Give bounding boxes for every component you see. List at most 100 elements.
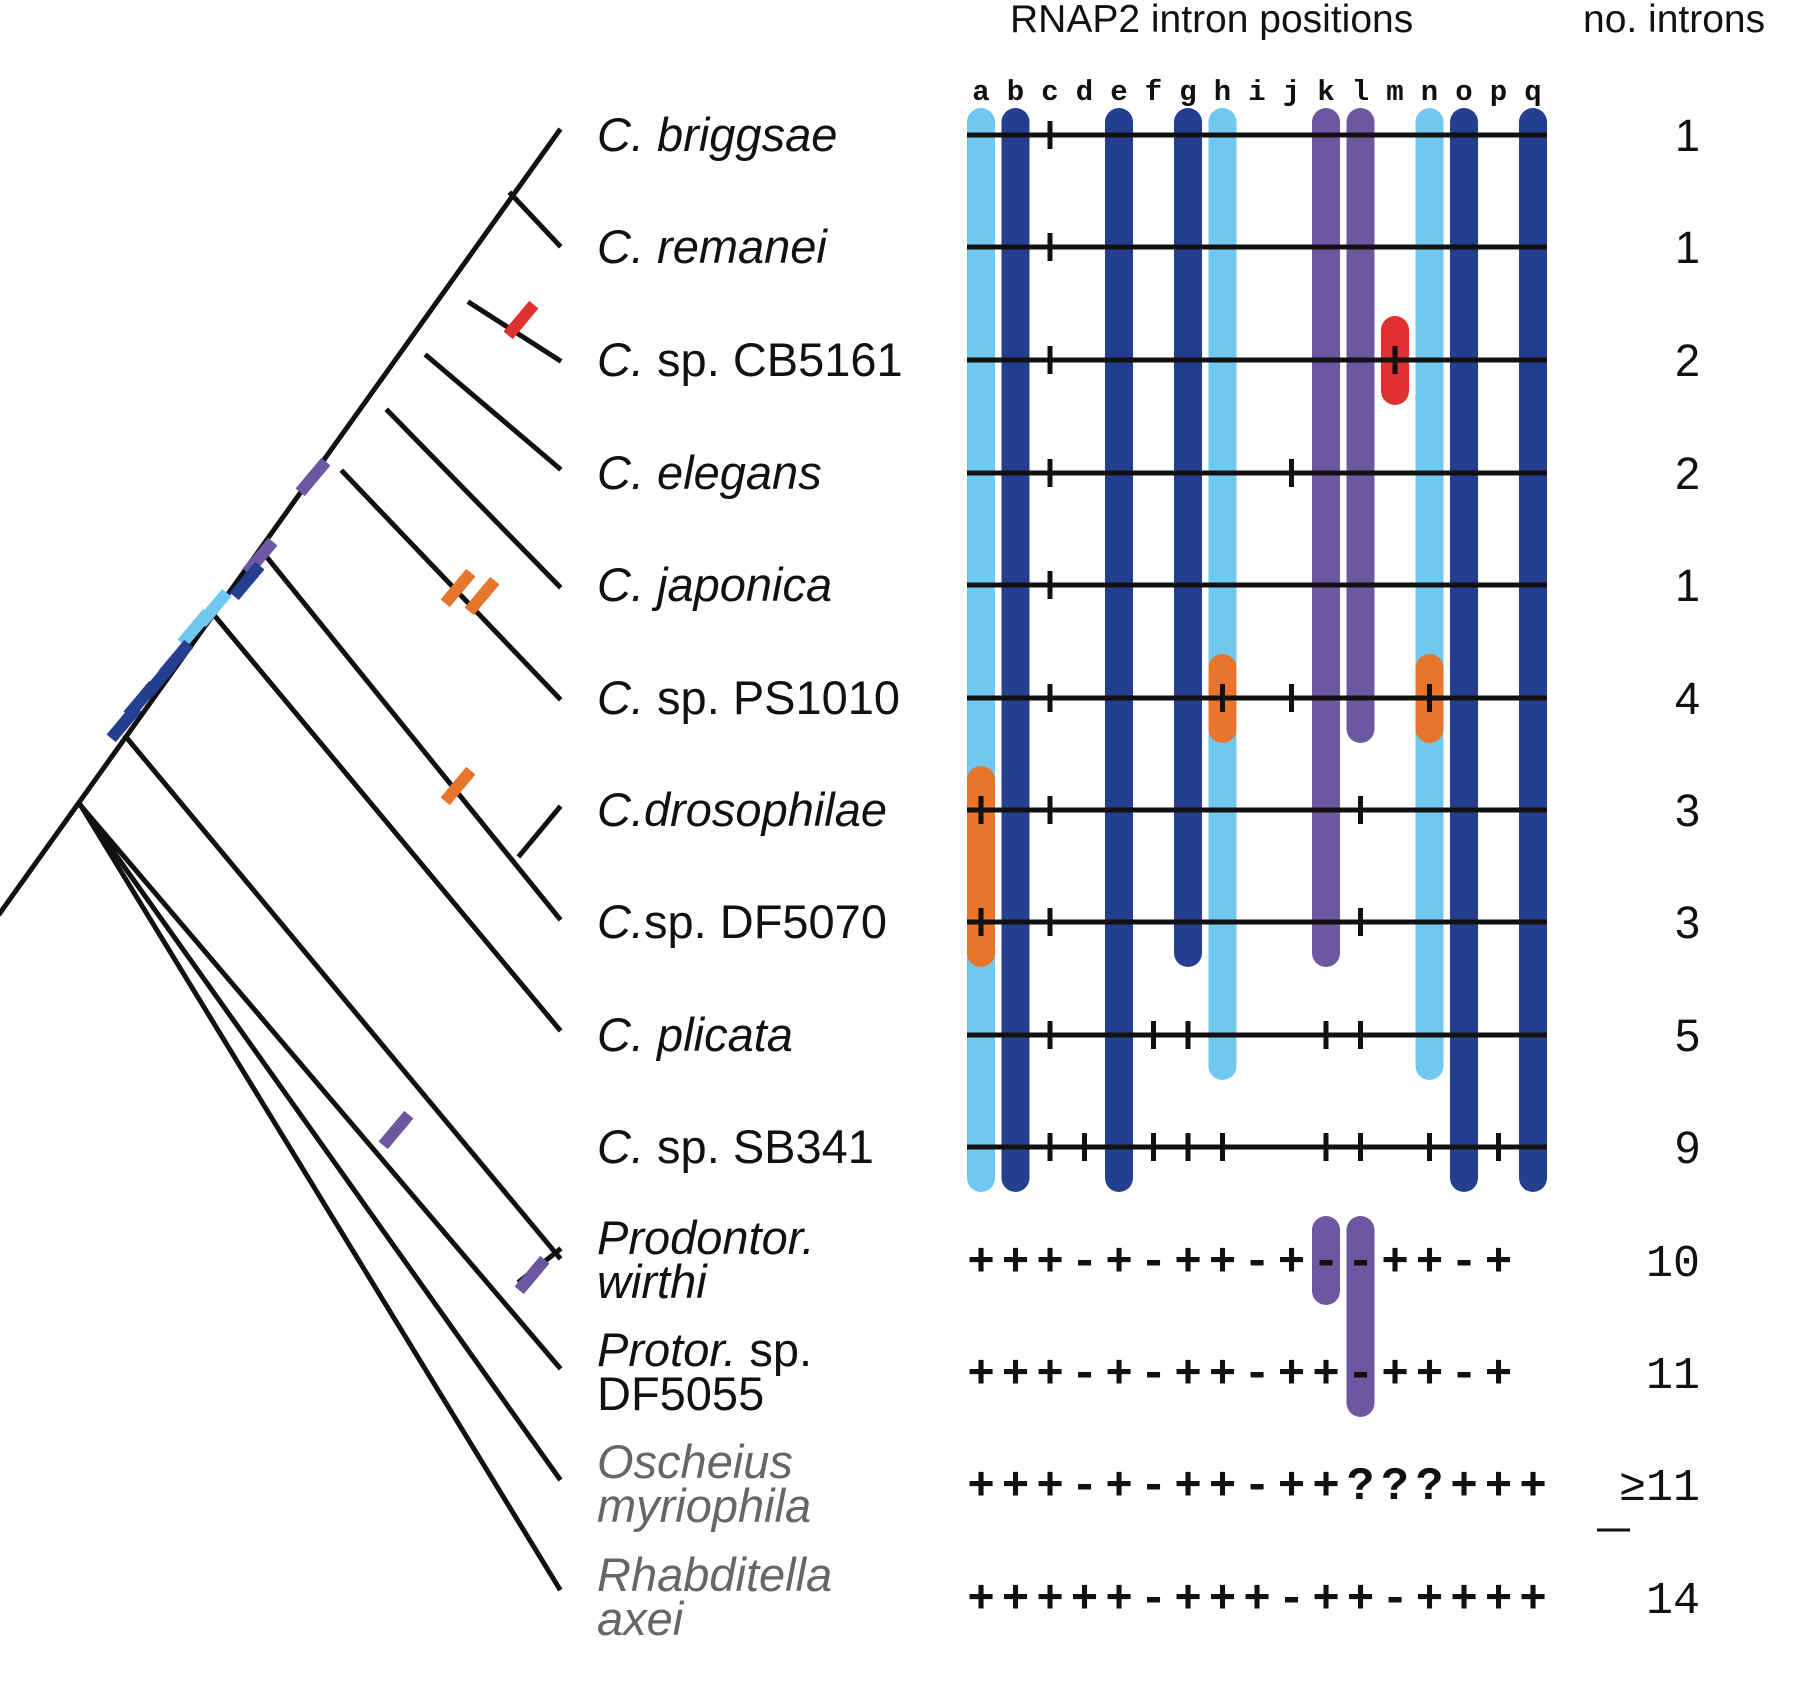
column-header-c: c bbox=[1041, 76, 1058, 109]
intron-present-mark: + bbox=[1416, 1237, 1444, 1289]
intron-row: + + + - + - + + - + + - + + - + bbox=[967, 1349, 1512, 1401]
intron-count: 5 bbox=[1675, 1010, 1700, 1061]
intron-present-mark: + bbox=[1278, 1237, 1306, 1289]
intron-present-mark: + bbox=[1347, 1574, 1375, 1626]
column-header-j: j bbox=[1283, 76, 1300, 109]
branch-event-mark bbox=[440, 766, 476, 806]
intron-absent-mark: - bbox=[1071, 1349, 1099, 1401]
intron-present-mark: + bbox=[1209, 1237, 1237, 1289]
intron-count: 9 bbox=[1675, 1122, 1700, 1173]
tree-branch bbox=[507, 190, 563, 249]
species-label: C. remanei bbox=[597, 220, 828, 273]
intron-row bbox=[967, 796, 1547, 824]
column-header-o: o bbox=[1455, 76, 1472, 109]
tree-branch bbox=[384, 407, 563, 590]
intron-absent-mark: - bbox=[1450, 1237, 1478, 1289]
tree-branch bbox=[423, 352, 563, 472]
intron-present-mark: + bbox=[1416, 1574, 1444, 1626]
intron-row bbox=[967, 908, 1547, 936]
column-header-k: k bbox=[1317, 76, 1334, 109]
intron-present-mark: + bbox=[1174, 1461, 1202, 1513]
column-header-h: h bbox=[1214, 76, 1231, 109]
intron-unknown-mark: ? bbox=[1381, 1461, 1409, 1513]
branch-event-mark bbox=[440, 568, 476, 608]
intron-bar-k-purple bbox=[1312, 1216, 1340, 1305]
branch-event-mark bbox=[514, 1255, 550, 1295]
intron-bar-l-purple bbox=[1346, 1216, 1375, 1417]
intron-absent-mark: - bbox=[1140, 1574, 1168, 1626]
species-label: C.drosophilae bbox=[597, 783, 887, 836]
tree-branch bbox=[77, 802, 563, 1482]
intron-present-mark: + bbox=[1105, 1237, 1133, 1289]
intron-bars bbox=[967, 108, 1547, 1417]
intron-bar-a-orange bbox=[967, 766, 995, 967]
intron-bar-k-purple bbox=[1312, 108, 1340, 967]
branch-event-mark bbox=[229, 561, 265, 601]
intron-count: 11 bbox=[1646, 1351, 1700, 1402]
intron-row: + + + - + - + + - + +??? + + + bbox=[967, 1461, 1547, 1513]
tree-branch bbox=[77, 802, 563, 1371]
intron-present-mark: + bbox=[1450, 1574, 1478, 1626]
branch-event-mark bbox=[106, 703, 142, 743]
species-labels: C. briggsae C. remanei C. sp. CB5161 C. ele… bbox=[597, 108, 903, 1645]
intron-present-mark: + bbox=[1416, 1349, 1444, 1401]
intron-absent-mark: - bbox=[1381, 1574, 1409, 1626]
species-label: C. japonica bbox=[597, 558, 832, 611]
intron-present-mark: + bbox=[1312, 1349, 1340, 1401]
intron-absent-mark: - bbox=[1140, 1461, 1168, 1513]
column-header-e: e bbox=[1110, 76, 1127, 109]
intron-present-mark: + bbox=[1485, 1349, 1513, 1401]
intron-grid: + + + - + - + + - + - - + + - ++ + + - + - + + - + + - + + - ++ + + - + - + +… bbox=[967, 121, 1547, 1626]
intron-present-mark: + bbox=[1312, 1461, 1340, 1513]
intron-absent-mark: - bbox=[1071, 1461, 1099, 1513]
column-header-l: l bbox=[1352, 76, 1369, 109]
species-label: Rhabditella bbox=[597, 1548, 832, 1601]
intron-count: 2 bbox=[1675, 448, 1700, 499]
intron-row bbox=[967, 684, 1547, 712]
intron-absent-mark: - bbox=[1450, 1349, 1478, 1401]
intron-row: + + + - + - + + - + - - + + - + bbox=[967, 1237, 1512, 1289]
intron-present-mark: + bbox=[1105, 1349, 1133, 1401]
species-label: DF5055 bbox=[597, 1367, 764, 1420]
intron-row bbox=[967, 1021, 1547, 1049]
intron-present-mark: + bbox=[1209, 1574, 1237, 1626]
intron-absent-mark: - bbox=[1243, 1237, 1271, 1289]
species-label: C. elegans bbox=[597, 446, 822, 499]
intron-bar-n-light_blue bbox=[1415, 108, 1444, 1080]
intron-present-mark: + bbox=[1105, 1574, 1133, 1626]
intron-present-mark: + bbox=[1209, 1461, 1237, 1513]
intron-present-mark: + bbox=[1519, 1574, 1547, 1626]
intron-row bbox=[967, 233, 1547, 261]
species-label: axei bbox=[597, 1592, 685, 1645]
intron-count: 3 bbox=[1675, 785, 1700, 836]
intron-bar-g-dark_blue bbox=[1174, 108, 1202, 967]
intron-absent-mark: - bbox=[1347, 1349, 1375, 1401]
column-header-i: i bbox=[1248, 76, 1265, 109]
intron-unknown-mark: ? bbox=[1416, 1461, 1444, 1513]
species-label: C.sp. DF5070 bbox=[597, 895, 887, 948]
intron-present-mark: + bbox=[1174, 1349, 1202, 1401]
header-title: RNAP2 intron positions bbox=[1010, 0, 1413, 41]
species-label: C. briggsae bbox=[597, 108, 837, 161]
column-header-m: m bbox=[1386, 76, 1403, 109]
intron-absent-mark: - bbox=[1312, 1237, 1340, 1289]
branch-event-mark bbox=[378, 1110, 414, 1150]
intron-present-mark: + bbox=[1278, 1349, 1306, 1401]
column-header-a: a bbox=[972, 76, 989, 109]
intron-bar-o-dark_blue bbox=[1450, 108, 1478, 1192]
intron-count: 14 bbox=[1646, 1576, 1700, 1627]
intron-present-mark: + bbox=[1381, 1237, 1409, 1289]
intron-present-mark: + bbox=[1036, 1237, 1064, 1289]
intron-present-mark: + bbox=[1209, 1349, 1237, 1401]
count-header: no. introns bbox=[1583, 0, 1765, 41]
tree-branch bbox=[210, 611, 563, 1033]
species-label: myriophila bbox=[597, 1479, 811, 1532]
column-header-n: n bbox=[1421, 76, 1438, 109]
intron-present-mark: + bbox=[1036, 1461, 1064, 1513]
intron-count: 3 bbox=[1675, 897, 1700, 948]
species-label: wirthi bbox=[597, 1255, 708, 1308]
intron-present-mark: + bbox=[1002, 1349, 1030, 1401]
